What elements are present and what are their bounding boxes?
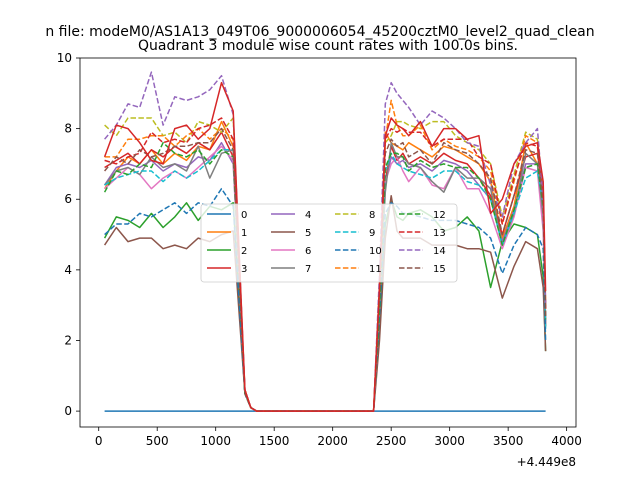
series-line-3-solid-overlay-: [103, 81, 547, 412]
legend-label: 7: [305, 264, 311, 275]
x-tick-label: 500: [146, 434, 169, 448]
series-line-14: [104, 71, 547, 412]
x-tick-label: 1000: [200, 434, 231, 448]
x-offset-label: +4.449e8: [517, 455, 576, 469]
legend-label: 9: [369, 228, 375, 239]
x-tick-label: 0: [95, 434, 103, 448]
legend-label: 4: [305, 210, 311, 221]
y-tick-label: 0: [64, 404, 72, 418]
legend-label: 13: [433, 228, 446, 239]
legend-label: 3: [241, 264, 247, 275]
chart-suptitle: n file: modeM0/AS1A13_049T06_9000006054_…: [45, 24, 594, 40]
series-line-13: [104, 117, 547, 412]
legend-label: 1: [241, 228, 247, 239]
x-tick-label: 4000: [551, 434, 582, 448]
legend-label: 12: [433, 210, 446, 221]
legend-label: 8: [369, 210, 375, 221]
legend-box: [200, 203, 458, 283]
plot-frame: [79, 57, 577, 428]
y-tick-label: 2: [64, 333, 72, 347]
legend-label: 15: [433, 264, 446, 275]
legend-label: 11: [369, 264, 382, 275]
plot-area: 0 500 1000 1500 2000 2500 3000 3500 4000 0 2 4 6 8 10 0…: [57, 51, 582, 448]
y-tick-label: 4: [64, 263, 72, 277]
y-tick-label: 6: [64, 192, 72, 206]
legend-label: 6: [305, 246, 311, 257]
x-tick-label: 3000: [434, 434, 465, 448]
x-tick-label: 2000: [317, 434, 348, 448]
x-tick-label: 2500: [376, 434, 407, 448]
legend-label: 2: [241, 246, 247, 257]
legend-label: 14: [433, 246, 446, 257]
legend-label: 0: [241, 210, 247, 221]
legend-label: 5: [305, 228, 311, 239]
y-tick-label: 8: [64, 122, 72, 136]
y-tick-label: 10: [57, 51, 72, 65]
x-tick-label: 1500: [259, 434, 290, 448]
chart-title: Quadrant 3 module wise count rates with …: [138, 38, 518, 54]
x-tick-label: 3500: [493, 434, 524, 448]
legend-label: 10: [369, 246, 382, 257]
